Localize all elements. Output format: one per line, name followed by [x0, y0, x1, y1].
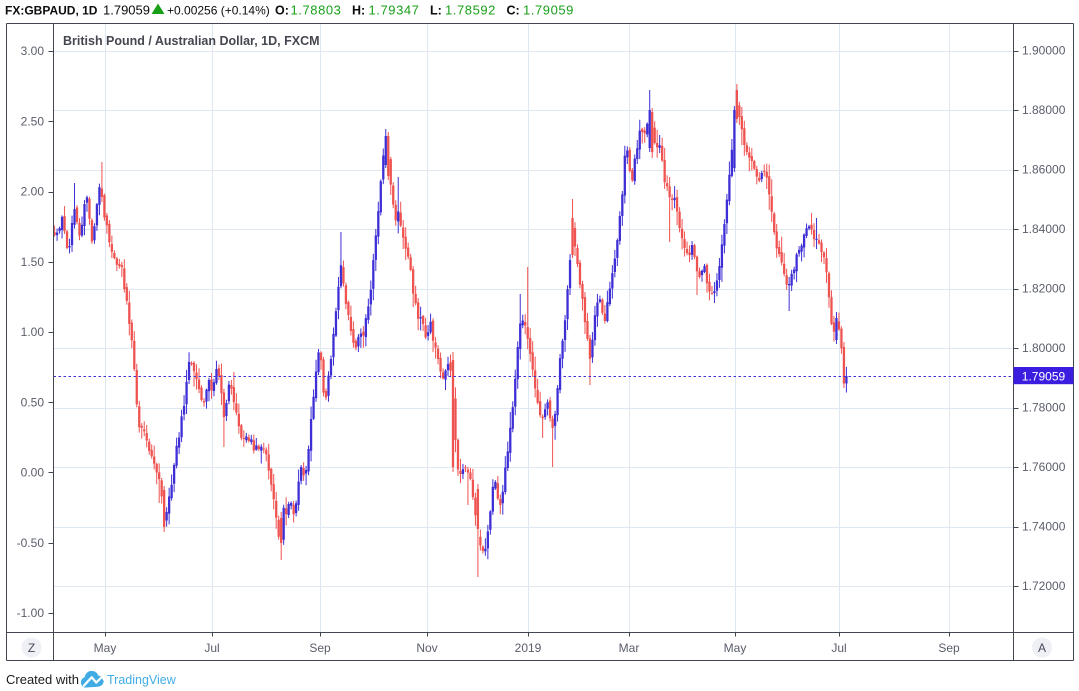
svg-text:FX:GBPAUD, 1D1.79059+0.00256 (: FX:GBPAUD, 1D 1.79059 +0.00256 (+0.14%) O: 1…	[5, 3, 574, 18]
svg-text:Created with: Created with	[6, 672, 79, 687]
svg-text:Nov: Nov	[416, 641, 437, 655]
svg-text:May: May	[724, 641, 747, 655]
svg-text:1.82000: 1.82000	[1022, 282, 1066, 296]
svg-text:Mar: Mar	[619, 641, 640, 655]
svg-text:2.50: 2.50	[21, 114, 45, 128]
svg-text:A: A	[1038, 641, 1046, 655]
svg-text:1.74000: 1.74000	[1022, 520, 1066, 534]
svg-text:1.86000: 1.86000	[1022, 163, 1066, 177]
svg-text:Sep: Sep	[938, 641, 960, 655]
svg-text:1.79059: 1.79059	[1022, 370, 1066, 384]
svg-text:Jul: Jul	[831, 641, 846, 655]
svg-text:1.72000: 1.72000	[1022, 579, 1066, 593]
svg-text:May: May	[94, 641, 117, 655]
svg-text:0.00: 0.00	[21, 466, 45, 480]
svg-text:British Pound / Australian Dol: British Pound / Australian Dollar, 1D, F…	[63, 34, 320, 48]
svg-text:-0.50: -0.50	[17, 536, 45, 550]
svg-text:1.90000: 1.90000	[1022, 44, 1066, 58]
svg-text:1.80000: 1.80000	[1022, 341, 1066, 355]
svg-text:3.00: 3.00	[21, 44, 45, 58]
svg-text:1.00: 1.00	[21, 325, 45, 339]
svg-text:2019: 2019	[515, 641, 542, 655]
svg-text:1.88000: 1.88000	[1022, 103, 1066, 117]
svg-text:1.50: 1.50	[21, 255, 45, 269]
svg-text:1.76000: 1.76000	[1022, 460, 1066, 474]
svg-text:1.78000: 1.78000	[1022, 401, 1066, 415]
svg-text:Z: Z	[28, 641, 35, 655]
svg-text:Jul: Jul	[204, 641, 219, 655]
svg-text:-1.00: -1.00	[17, 606, 45, 620]
svg-text:TradingView: TradingView	[107, 673, 177, 687]
svg-text:2.00: 2.00	[21, 185, 45, 199]
svg-text:Sep: Sep	[309, 641, 331, 655]
svg-text:1.84000: 1.84000	[1022, 222, 1066, 236]
svg-text:0.50: 0.50	[21, 395, 45, 409]
